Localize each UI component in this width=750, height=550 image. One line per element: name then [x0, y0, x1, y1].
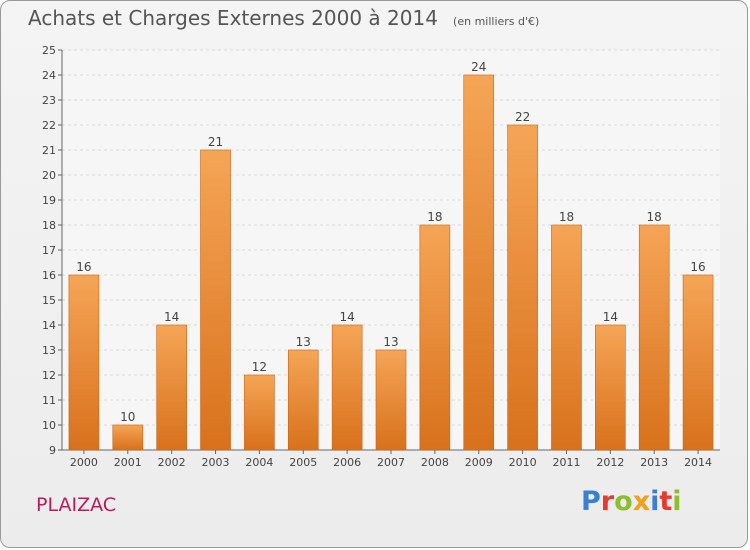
y-tick-label: 17: [42, 244, 56, 257]
data-label-2001: 10: [120, 410, 135, 424]
bar-2007: [375, 349, 407, 451]
x-tick-label-2006: 2006: [333, 456, 361, 469]
y-tick-label: 13: [42, 344, 56, 357]
y-tick-label: 15: [42, 294, 56, 307]
data-label-2000: 16: [76, 260, 91, 274]
data-label-2006: 14: [339, 310, 354, 324]
data-label-2004: 12: [252, 360, 267, 374]
x-tick-label-2011: 2011: [552, 456, 580, 469]
y-tick-label: 10: [42, 419, 56, 432]
data-label-2002: 14: [164, 310, 179, 324]
x-tick-label-2014: 2014: [684, 456, 712, 469]
title-row: Achats et Charges Externes 2000 à 2014 (…: [28, 6, 539, 30]
place-name: PLAIZAC: [36, 494, 117, 516]
bar-2004: [244, 374, 275, 451]
x-tick-label-2001: 2001: [114, 456, 142, 469]
bar-2005: [287, 349, 319, 451]
bar-2001: [112, 424, 144, 451]
bar-2002: [156, 324, 187, 451]
y-tick-label: 21: [42, 144, 56, 157]
data-label-2013: 18: [647, 210, 662, 224]
y-tick-label: 9: [49, 444, 56, 457]
data-label-2005: 13: [296, 335, 311, 349]
x-tick-label-2002: 2002: [158, 456, 186, 469]
proxiti-logo: Proxiti: [581, 486, 682, 517]
logo-letter: i: [650, 486, 660, 517]
x-tick-label-2003: 2003: [202, 456, 230, 469]
data-label-2007: 13: [383, 335, 398, 349]
data-label-2010: 22: [515, 110, 530, 124]
x-tick-label-2007: 2007: [377, 456, 405, 469]
x-tick-label-2009: 2009: [465, 456, 493, 469]
bar-2014: [682, 274, 714, 451]
bar-2013: [638, 224, 670, 451]
chart-title: Achats et Charges Externes 2000 à 2014: [28, 6, 438, 30]
y-tick-label: 19: [42, 194, 56, 207]
y-tick-label: 23: [42, 94, 56, 107]
data-label-2008: 18: [427, 210, 442, 224]
x-tick-label-2004: 2004: [245, 456, 273, 469]
bar-2003: [200, 149, 231, 451]
x-tick-label-2013: 2013: [640, 456, 668, 469]
data-label-2003: 21: [208, 135, 223, 149]
y-tick-label: 11: [42, 394, 56, 407]
logo-letter: t: [659, 486, 673, 517]
x-tick-label-2008: 2008: [421, 456, 449, 469]
y-tick-label: 14: [42, 319, 56, 332]
logo-letter: o: [614, 486, 633, 517]
chart-unit: (en milliers d'€): [453, 15, 540, 28]
bar-2006: [331, 324, 363, 451]
bar-2011: [551, 224, 582, 451]
bar-2008: [419, 224, 451, 451]
bar-2000: [68, 274, 100, 451]
bar-2009: [463, 74, 495, 451]
x-tick-label-2012: 2012: [596, 456, 624, 469]
logo-letter: r: [600, 486, 615, 517]
x-tick-label-2010: 2010: [509, 456, 537, 469]
data-label-2011: 18: [559, 210, 574, 224]
x-tick-label-2005: 2005: [289, 456, 317, 469]
y-tick-label: 16: [42, 269, 56, 282]
y-tick-label: 25: [42, 44, 56, 57]
y-tick-label: 20: [42, 169, 56, 182]
y-tick-label: 22: [42, 119, 56, 132]
bar-2012: [595, 324, 626, 451]
data-label-2009: 24: [471, 60, 486, 74]
y-tick-label: 12: [42, 369, 56, 382]
logo-letter: P: [581, 486, 601, 517]
logo-letter: x: [632, 486, 651, 517]
data-label-2012: 14: [603, 310, 618, 324]
y-tick-label: 24: [42, 69, 56, 82]
bar-2010: [507, 124, 538, 451]
logo-letter: i: [672, 486, 682, 517]
x-tick-label-2000: 2000: [70, 456, 98, 469]
y-tick-label: 18: [42, 219, 56, 232]
data-label-2014: 16: [690, 260, 705, 274]
